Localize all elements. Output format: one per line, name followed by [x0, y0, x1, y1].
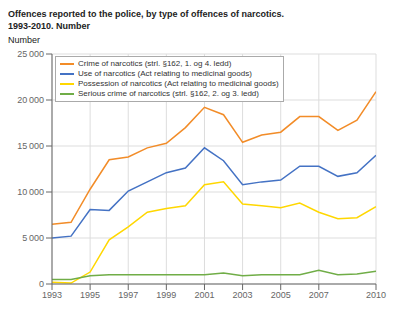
svg-text:2001: 2001: [194, 290, 214, 300]
svg-text:0: 0: [39, 279, 44, 289]
html-text:1993-2010. Number: 1993-2010. Number: [8, 21, 90, 31]
svg-text:15 000: 15 000: [17, 141, 44, 151]
html-text:Serious crime of narcotics (st: Serious crime of narcotics (strl. §162, …: [78, 89, 259, 98]
html-text:Crime of narcotics (strl. §162: Crime of narcotics (strl. §162, 1. og 4.…: [78, 59, 232, 68]
svg-text:1993: 1993: [42, 290, 62, 300]
svg-text:2005: 2005: [271, 290, 291, 300]
svg-text:10 000: 10 000: [17, 187, 44, 197]
svg-text:25 000: 25 000: [17, 49, 44, 59]
svg-text:1999: 1999: [156, 290, 176, 300]
html-text:Number: Number: [8, 35, 40, 45]
svg-text:5 000: 5 000: [22, 233, 44, 243]
svg-text:2007: 2007: [309, 290, 329, 300]
svg-text:20 000: 20 000: [17, 95, 44, 105]
svg-text:1995: 1995: [80, 290, 100, 300]
html-text:Offences reported to the polic: Offences reported to the police, by type…: [8, 9, 285, 19]
html-text:Possession of narcotics (Act r: Possession of narcotics (Act relating to…: [78, 79, 279, 88]
svg-text:1997: 1997: [118, 290, 138, 300]
svg-text:2010: 2010: [366, 290, 386, 300]
html-text:Use of narcotics (Act relating: Use of narcotics (Act relating to medici…: [78, 69, 252, 78]
svg-text:2003: 2003: [233, 290, 253, 300]
